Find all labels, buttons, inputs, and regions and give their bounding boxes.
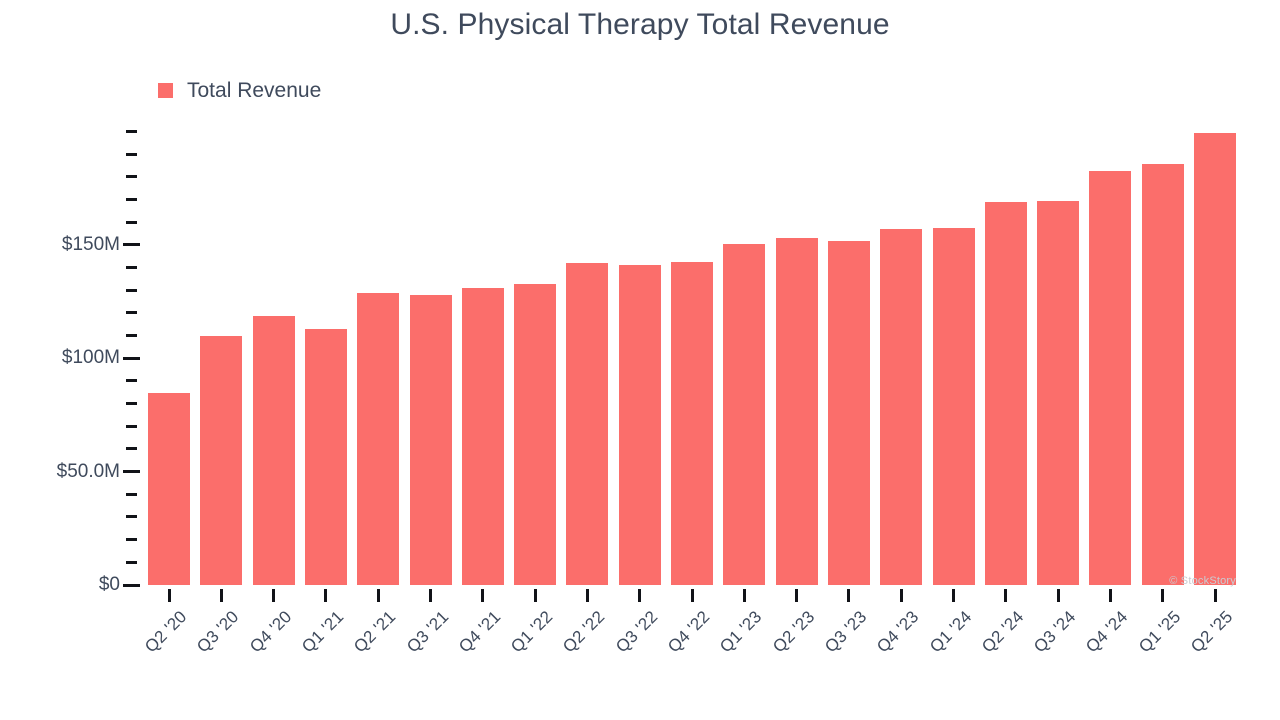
y-axis-minor-tick (126, 492, 137, 496)
bar[interactable] (357, 293, 400, 585)
x-axis-tick (847, 589, 851, 602)
y-axis-minor-tick (126, 447, 137, 451)
y-axis-minor-tick (126, 379, 137, 383)
y-axis-minor-tick (126, 334, 137, 338)
x-axis-label: Q3 '24 (1030, 607, 1080, 657)
y-axis-minor-tick (126, 197, 137, 201)
x-axis-label: Q2 '22 (559, 607, 609, 657)
x-axis-label: Q4 '24 (1082, 607, 1132, 657)
y-axis-major-tick (123, 243, 140, 247)
y-axis-minor-tick (126, 265, 137, 269)
bar[interactable] (252, 316, 295, 585)
x-axis-tick (742, 589, 746, 602)
bar[interactable] (461, 288, 504, 585)
y-axis-major-tick (123, 470, 140, 474)
x-axis-tick (481, 589, 485, 602)
y-axis-minor-tick (126, 152, 137, 156)
x-axis-label: Q4 '21 (454, 607, 505, 657)
bar[interactable] (932, 228, 975, 585)
bar[interactable] (984, 202, 1027, 585)
bar[interactable] (1037, 201, 1080, 585)
y-axis-minor-tick (126, 515, 137, 519)
x-axis-tick (533, 589, 537, 602)
y-axis-minor-tick (126, 175, 137, 179)
bar[interactable] (1141, 164, 1184, 585)
x-axis-tick (795, 589, 799, 602)
bar[interactable] (566, 263, 609, 585)
x-axis-tick (1108, 589, 1112, 602)
x-axis-tick (585, 589, 589, 602)
bar[interactable] (409, 295, 452, 585)
x-axis-tick (1004, 589, 1008, 602)
chart-title: U.S. Physical Therapy Total Revenue (390, 8, 890, 41)
x-axis-label: Q4 '23 (873, 607, 923, 657)
bar[interactable] (304, 328, 347, 585)
x-axis-label: Q1 '21 (297, 607, 348, 657)
y-axis-minor-tick (126, 220, 137, 224)
x-axis-tick (219, 589, 223, 602)
y-axis-minor-tick (126, 402, 137, 406)
x-axis-tick (690, 589, 694, 602)
y-axis-minor-tick (126, 560, 137, 564)
y-axis-minor-tick (126, 129, 137, 133)
chart-legend: Total Revenue (158, 80, 321, 101)
x-axis-label: Q3 '20 (193, 607, 243, 657)
y-axis-minor-tick (126, 311, 137, 315)
bar[interactable] (827, 241, 870, 585)
bar[interactable] (1089, 171, 1132, 585)
y-axis-minor-tick (126, 288, 137, 292)
x-axis-label: Q1 '22 (507, 607, 557, 657)
bar[interactable] (1194, 133, 1236, 585)
bar[interactable] (200, 335, 243, 585)
x-axis-tick (1213, 589, 1217, 602)
x-axis-label: Q3 '23 (820, 607, 871, 657)
x-axis-tick (638, 589, 642, 602)
y-axis-label: $50.0M (56, 460, 120, 482)
x-axis-label: Q2 '21 (350, 607, 400, 657)
x-axis-tick (167, 589, 171, 602)
x-axis-label: Q3 '21 (402, 607, 452, 657)
bar[interactable] (723, 244, 766, 585)
y-axis-label: $0 (98, 574, 120, 595)
x-axis-tick (1056, 589, 1060, 602)
x-axis-tick (376, 589, 380, 602)
x-axis-tick (952, 589, 955, 602)
y-axis-label: $150M (61, 233, 120, 255)
x-axis-label: Q1 '24 (925, 607, 975, 657)
x-axis-label: Q1 '23 (716, 607, 766, 657)
y-axis-minor-tick (126, 538, 137, 542)
y-axis-label: $100M (61, 347, 120, 369)
x-axis-tick (899, 589, 903, 602)
x-axis-label: Q4 '20 (245, 607, 296, 657)
x-axis-label: Q2 '25 (1187, 607, 1237, 657)
bar[interactable] (880, 229, 923, 585)
y-axis-major-tick (123, 583, 140, 587)
x-axis-label: Q2 '24 (977, 607, 1028, 657)
x-axis-label: Q2 '23 (768, 607, 819, 657)
y-axis-minor-tick (126, 424, 137, 428)
bar[interactable] (618, 265, 661, 585)
y-axis-major-tick (123, 356, 140, 360)
legend-swatch-total-revenue (158, 83, 173, 98)
legend-label-total-revenue: Total Revenue (187, 79, 322, 102)
x-axis-tick (272, 589, 276, 602)
bar[interactable] (514, 284, 557, 585)
x-axis-label: Q3 '22 (611, 607, 662, 657)
x-axis-tick (324, 589, 328, 602)
x-axis-label: Q2 '20 (141, 607, 191, 657)
x-axis-tick (1161, 589, 1165, 602)
bar[interactable] (775, 238, 818, 585)
watermark: © StockStory (1169, 575, 1236, 587)
x-axis-tick (429, 589, 432, 602)
x-axis-label: Q1 '25 (1134, 607, 1185, 657)
x-axis-label: Q4 '22 (664, 607, 714, 657)
bar[interactable] (148, 393, 190, 585)
bar[interactable] (671, 262, 713, 585)
